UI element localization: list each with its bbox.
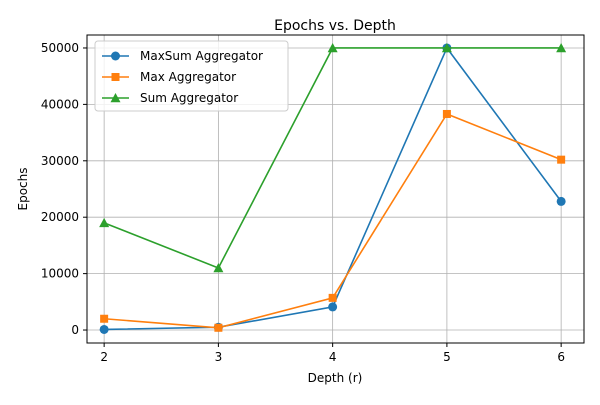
legend-label: Max Aggregator — [140, 70, 236, 84]
x-tick-label: 4 — [329, 350, 337, 364]
legend-marker — [110, 93, 121, 103]
x-axis: 2 3 4 5 6 — [100, 343, 565, 364]
y-axis: 0 10000 20000 30000 40000 50000 — [41, 41, 87, 337]
x-axis-label: Depth (r) — [308, 371, 363, 385]
data-point — [557, 155, 566, 164]
y-tick-label: 0 — [71, 323, 79, 337]
data-point — [99, 324, 109, 334]
data-point — [327, 42, 338, 53]
data-point — [441, 42, 452, 53]
plot-frame — [86, 34, 585, 344]
y-tick-label: 10000 — [41, 267, 79, 281]
data-point — [99, 217, 110, 228]
legend-label: MaxSum Aggregator — [140, 49, 263, 63]
legend-box — [94, 40, 289, 112]
data-point — [556, 196, 566, 206]
data-point — [328, 302, 338, 312]
y-tick-label: 20000 — [41, 210, 79, 224]
legend-marker — [111, 73, 120, 81]
legend-label: Sum Aggregator — [140, 91, 238, 105]
x-tick-label: 3 — [215, 350, 223, 364]
data-point — [442, 109, 451, 118]
series-layer — [99, 42, 567, 334]
data-point — [213, 262, 224, 273]
y-tick-label: 50000 — [41, 41, 79, 55]
y-tick-label: 30000 — [41, 154, 79, 168]
data-point — [328, 293, 337, 302]
chart-title: Epochs vs. Depth — [274, 18, 396, 34]
data-point — [100, 314, 109, 323]
x-tick-label: 5 — [443, 350, 451, 364]
legend: MaxSum Aggregator Max Aggregator Sum Aggre… — [94, 40, 289, 112]
x-tick-label: 2 — [100, 350, 108, 364]
legend-marker — [111, 51, 120, 61]
data-point — [214, 323, 223, 332]
x-tick-label: 6 — [557, 350, 565, 364]
y-tick-label: 40000 — [41, 97, 79, 111]
data-point — [556, 42, 567, 53]
y-axis-label: Epochs — [16, 168, 30, 211]
